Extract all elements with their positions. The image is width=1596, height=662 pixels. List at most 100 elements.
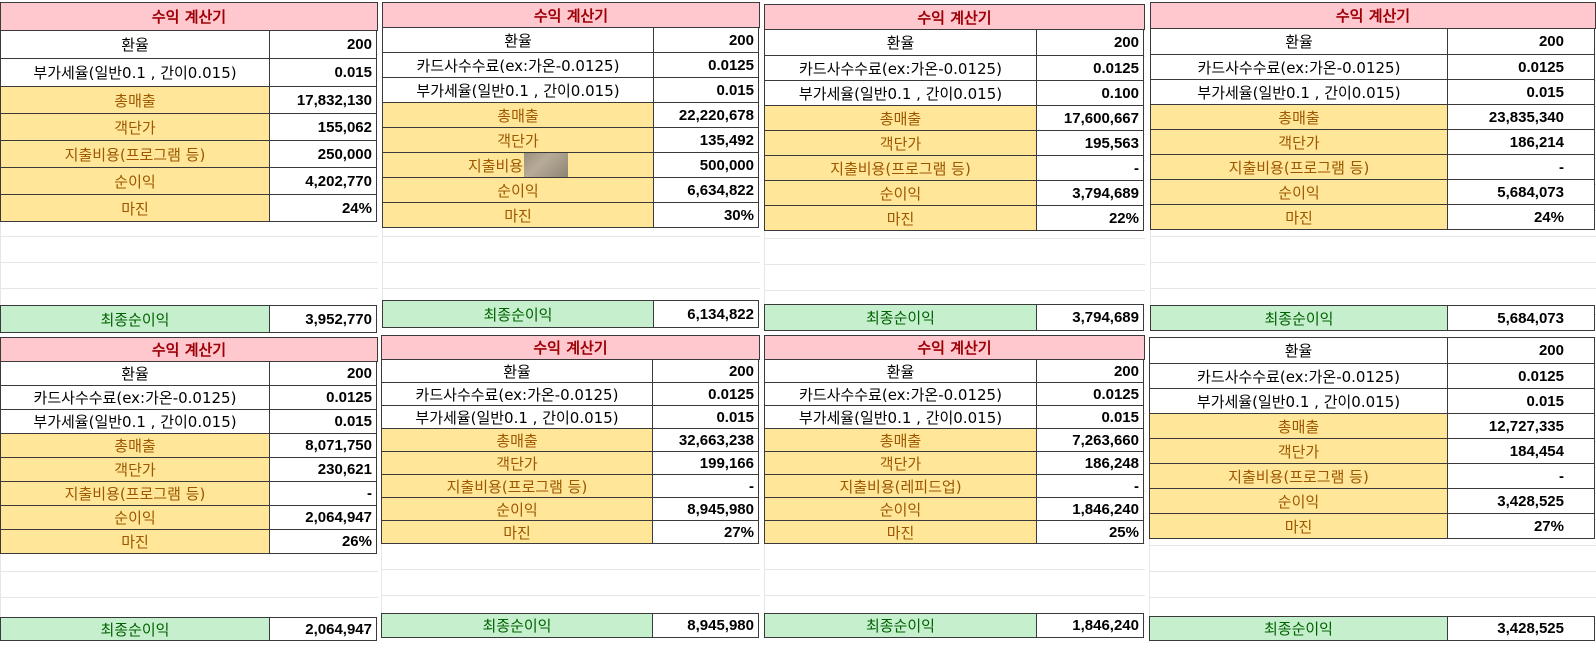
vat-label: 부가세율(일반0.1 , 간이0.015) [1149, 388, 1448, 414]
card-fee-label: 카드사수수료(ex:가온-0.0125) [0, 385, 270, 410]
card-fee-label: 카드사수수료(ex:가온-0.0125) [381, 382, 653, 406]
exchange-value[interactable]: 200 [1447, 337, 1595, 364]
margin-label: 마진 [382, 202, 654, 228]
calculator-panel-5: 수익 계산기 환율 200 카드사수수료(ex:가온-0.0125) 0.012… [0, 337, 378, 641]
vat-value[interactable]: 0.015 [269, 409, 377, 434]
final-value[interactable]: 1,846,240 [1036, 613, 1144, 638]
unit-price-value[interactable]: 186,248 [1036, 451, 1144, 475]
net-value[interactable]: 6,634,822 [653, 177, 759, 203]
sales-value[interactable]: 23,835,340 [1447, 104, 1595, 130]
net-value[interactable]: 2,064,947 [269, 505, 377, 530]
exchange-value[interactable]: 200 [1036, 29, 1144, 56]
exchange-value[interactable]: 200 [653, 27, 759, 53]
margin-value[interactable]: 25% [1036, 520, 1144, 544]
card-fee-value[interactable]: 0.0125 [269, 385, 377, 410]
card-fee-value[interactable]: 0.0125 [653, 52, 759, 78]
final-value[interactable]: 3,952,770 [269, 305, 377, 333]
expense-value[interactable]: - [269, 481, 377, 506]
net-label: 순이익 [0, 167, 270, 195]
exchange-value[interactable]: 200 [269, 30, 377, 59]
final-label: 최종순이익 [764, 613, 1037, 638]
vat-value[interactable]: 0.015 [652, 405, 759, 429]
vat-label: 부가세율(일반0.1 , 간이0.015) [0, 409, 270, 434]
vat-value[interactable]: 0.100 [1036, 80, 1144, 106]
expense-value[interactable]: - [1036, 474, 1144, 498]
exchange-value[interactable]: 200 [1036, 359, 1144, 383]
final-label: 최종순이익 [764, 304, 1037, 331]
unit-price-value[interactable]: 186,214 [1447, 129, 1595, 155]
margin-label: 마진 [1149, 513, 1448, 539]
unit-price-label: 객단가 [764, 451, 1037, 475]
unit-price-label: 객단가 [1150, 129, 1448, 155]
expense-label-text: 지출비용 [467, 156, 524, 175]
margin-value[interactable]: 27% [652, 520, 759, 544]
final-value[interactable]: 8,945,980 [652, 613, 759, 638]
expense-value[interactable]: - [652, 474, 759, 498]
card-fee-value[interactable]: 0.0125 [1036, 55, 1144, 81]
vat-value[interactable]: 0.015 [1447, 388, 1595, 414]
exchange-label: 환율 [381, 359, 653, 383]
net-value[interactable]: 3,428,525 [1447, 488, 1595, 514]
exchange-value[interactable]: 200 [1447, 28, 1595, 55]
net-label: 순이익 [0, 505, 270, 530]
final-label: 최종순이익 [0, 305, 270, 333]
sales-value[interactable]: 7,263,660 [1036, 428, 1144, 452]
sales-value[interactable]: 17,832,130 [269, 86, 377, 114]
margin-value[interactable]: 24% [1447, 204, 1595, 230]
expense-label: 지출비용(프로그램 등) [764, 155, 1037, 181]
calculator-title: 수익 계산기 [382, 2, 760, 28]
expense-value[interactable]: - [1036, 155, 1144, 181]
expense-value[interactable]: 500,000 [653, 152, 759, 178]
unit-price-value[interactable]: 184,454 [1447, 438, 1595, 464]
card-fee-value[interactable]: 0.0125 [1036, 382, 1144, 406]
vat-value[interactable]: 0.015 [653, 77, 759, 103]
expense-label: 지출비용(프로그램 등) [381, 474, 653, 498]
net-value[interactable]: 4,202,770 [269, 167, 377, 195]
sales-value[interactable]: 32,663,238 [652, 428, 759, 452]
unit-price-value[interactable]: 155,062 [269, 113, 377, 141]
final-value[interactable]: 6,134,822 [653, 300, 759, 328]
unit-price-value[interactable]: 230,621 [269, 457, 377, 482]
margin-value[interactable]: 24% [269, 194, 377, 222]
exchange-value[interactable]: 200 [269, 361, 377, 386]
calculator-panel-6: 수익 계산기 환율 200 카드사수수료(ex:가온-0.0125) 0.012… [381, 335, 760, 638]
expense-value[interactable]: 250,000 [269, 140, 377, 168]
net-value[interactable]: 5,684,073 [1447, 179, 1595, 205]
final-label: 최종순이익 [1150, 305, 1448, 331]
margin-value[interactable]: 27% [1447, 513, 1595, 539]
unit-price-label: 객단가 [0, 457, 270, 482]
exchange-label: 환율 [764, 29, 1037, 56]
net-value[interactable]: 1,846,240 [1036, 497, 1144, 521]
exchange-value[interactable]: 200 [652, 359, 759, 383]
final-value[interactable]: 5,684,073 [1447, 305, 1595, 331]
final-value[interactable]: 3,428,525 [1447, 616, 1595, 641]
sales-value[interactable]: 8,071,750 [269, 433, 377, 458]
card-fee-value[interactable]: 0.0125 [652, 382, 759, 406]
net-value[interactable]: 8,945,980 [652, 497, 759, 521]
card-fee-value[interactable]: 0.0125 [1447, 363, 1595, 389]
final-value[interactable]: 2,064,947 [269, 617, 377, 641]
sales-value[interactable]: 22,220,678 [653, 102, 759, 128]
margin-value[interactable]: 22% [1036, 205, 1144, 231]
unit-price-value[interactable]: 135,492 [653, 127, 759, 153]
unit-price-value[interactable]: 195,563 [1036, 130, 1144, 156]
vat-value[interactable]: 0.015 [269, 58, 377, 87]
card-fee-value[interactable]: 0.0125 [1447, 54, 1595, 80]
vat-value[interactable]: 0.015 [1447, 79, 1595, 105]
net-value[interactable]: 3,794,689 [1036, 180, 1144, 206]
expense-value[interactable]: - [1447, 154, 1595, 180]
sales-value[interactable]: 17,600,667 [1036, 105, 1144, 131]
margin-label: 마진 [1150, 204, 1448, 230]
expense-label: 지출비용(프로그램 등) [1150, 154, 1448, 180]
sales-label: 총매출 [381, 428, 653, 452]
expense-value[interactable]: - [1447, 463, 1595, 489]
final-value[interactable]: 3,794,689 [1036, 304, 1144, 331]
sales-value[interactable]: 12,727,335 [1447, 413, 1595, 439]
calculator-title: 수익 계산기 [1150, 2, 1596, 29]
vat-value[interactable]: 0.015 [1036, 405, 1144, 429]
sales-label: 총매출 [1150, 104, 1448, 130]
margin-value[interactable]: 30% [653, 202, 759, 228]
margin-value[interactable]: 26% [269, 529, 377, 554]
net-label: 순이익 [382, 177, 654, 203]
unit-price-value[interactable]: 199,166 [652, 451, 759, 475]
